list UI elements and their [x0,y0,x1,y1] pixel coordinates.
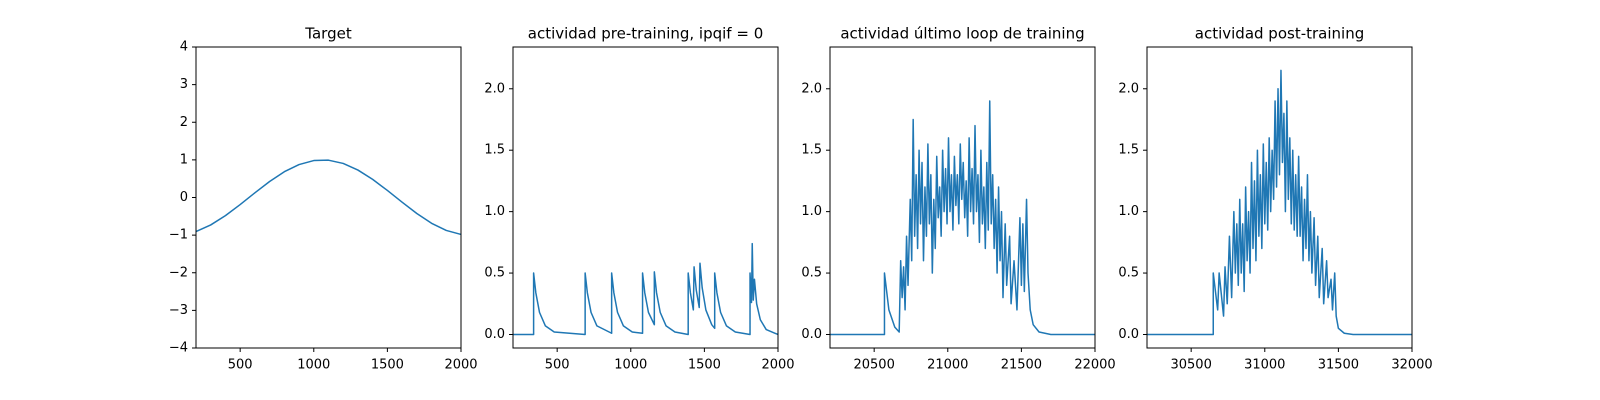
y-tick-label: 1.0 [801,204,822,219]
plot-frame [1146,46,1413,349]
x-tick-label: 500 [545,358,570,373]
x-tick-label: 31500 [1318,358,1359,373]
y-tick-label: 0.0 [801,327,822,342]
data-line [1147,69,1412,336]
plot-frame [829,46,1096,349]
y-tick-label: 1.0 [1118,204,1139,219]
y-tick-label: 0.0 [1118,327,1139,342]
x-tick-label: 1000 [297,358,330,373]
y-tick-label: 3 [180,77,188,92]
data-line [513,242,779,336]
y-tick-label: −1 [169,228,188,243]
x-tick-label: 1000 [614,358,647,373]
y-tick-label: 4 [180,40,188,55]
y-tick-label: −3 [169,303,188,318]
x-tick-label: 30500 [1170,358,1211,373]
y-tick-label: 1 [180,152,188,167]
x-tick-label: 1500 [371,358,404,373]
x-tick-label: 21000 [927,358,968,373]
x-tick-label: 1500 [688,358,721,373]
y-tick-label: −2 [169,265,188,280]
plot-frame [512,46,779,349]
chart-title: Target [304,25,352,43]
x-tick-label: 20500 [853,358,894,373]
x-tick-label: 22000 [1074,358,1115,373]
y-tick-label: 2.0 [484,81,505,96]
chart-title: actividad pre-training, ipqif = 0 [528,25,764,43]
x-tick-label: 21500 [1001,358,1042,373]
data-line [830,100,1095,336]
data-line [195,159,462,236]
plot-frame [195,46,462,349]
y-tick-label: 0.5 [801,266,822,281]
chart-title: actividad post-training [1195,25,1364,43]
y-tick-label: 1.5 [801,143,822,158]
y-tick-label: 0.0 [484,327,505,342]
x-tick-label: 32000 [1391,358,1432,373]
y-tick-label: 2.0 [801,81,822,96]
y-tick-label: 2.0 [1118,81,1139,96]
chart-title: actividad último loop de training [840,25,1084,43]
x-tick-label: 31000 [1244,358,1285,373]
x-tick-label: 500 [228,358,253,373]
y-tick-label: 0.5 [484,266,505,281]
y-tick-label: 2 [180,115,188,130]
y-tick-label: 1.0 [484,204,505,219]
y-tick-label: 1.5 [484,143,505,158]
x-tick-label: 2000 [761,358,794,373]
x-tick-label: 2000 [444,358,477,373]
y-tick-label: −4 [169,341,188,356]
y-tick-label: 1.5 [1118,143,1139,158]
y-tick-label: 0.5 [1118,266,1139,281]
y-tick-label: 0 [180,190,188,205]
